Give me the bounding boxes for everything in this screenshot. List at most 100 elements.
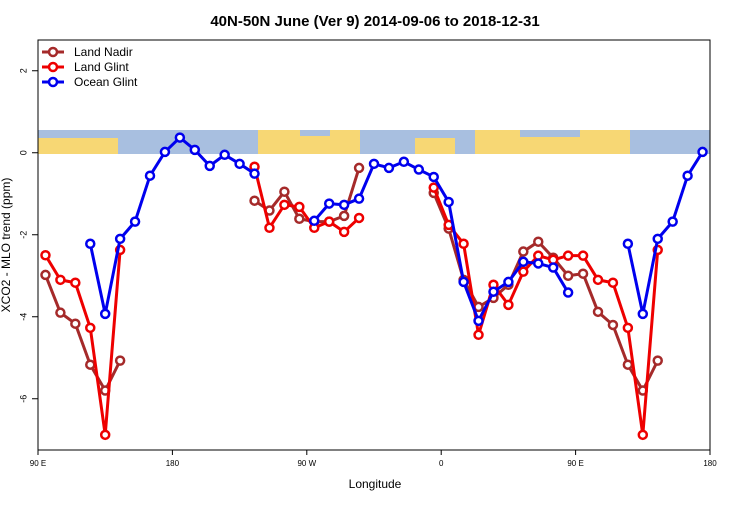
data-point xyxy=(398,156,410,168)
data-point xyxy=(40,250,51,261)
series xyxy=(40,161,663,441)
data-point xyxy=(562,270,574,281)
data-point xyxy=(577,250,589,261)
data-point xyxy=(55,307,66,318)
data-point xyxy=(249,168,260,179)
x-tick-label: 90 E xyxy=(30,459,46,468)
data-point xyxy=(234,158,245,170)
data-point xyxy=(518,246,529,257)
data-point xyxy=(652,355,663,366)
legend-marker xyxy=(47,61,59,73)
y-axis-label: XCO2 - MLO trend (ppm) xyxy=(0,178,13,313)
legend-marker xyxy=(47,76,59,88)
data-point xyxy=(547,262,559,273)
data-point xyxy=(488,286,499,297)
data-point xyxy=(338,199,350,211)
data-point xyxy=(204,160,215,172)
data-point xyxy=(189,144,201,156)
data-point xyxy=(294,213,305,225)
data-point xyxy=(607,277,619,288)
data-point xyxy=(279,199,290,211)
data-point xyxy=(368,158,380,170)
data-point xyxy=(533,258,544,269)
plot-frame xyxy=(37,39,711,451)
data-point xyxy=(353,193,365,204)
data-point xyxy=(99,429,111,441)
data-point xyxy=(592,306,604,318)
data-point xyxy=(40,269,51,281)
data-point xyxy=(682,170,693,181)
chart-title: 40N-50N June (Ver 9) 2014-09-06 to 2018-… xyxy=(210,13,539,30)
data-point xyxy=(637,429,649,441)
data-point xyxy=(353,212,365,224)
data-point xyxy=(503,299,514,311)
data-point xyxy=(473,329,484,341)
data-point xyxy=(279,186,290,197)
data-point xyxy=(697,146,708,158)
data-point xyxy=(652,233,663,245)
data-point xyxy=(159,146,171,158)
data-point xyxy=(518,256,529,268)
data-point xyxy=(473,315,484,327)
data-point xyxy=(607,319,619,331)
data-point xyxy=(667,216,678,227)
data-point xyxy=(428,182,439,193)
y-tick-label: -2 xyxy=(18,231,28,239)
data-point xyxy=(70,277,81,288)
data-point xyxy=(219,149,230,161)
data-point xyxy=(85,359,96,370)
data-point xyxy=(383,162,395,174)
data-point xyxy=(622,238,634,250)
data-point xyxy=(353,162,365,174)
data-point xyxy=(592,274,604,286)
data-point xyxy=(249,195,260,206)
data-point xyxy=(338,210,350,222)
data-point xyxy=(413,164,425,175)
legend-label: Land Glint xyxy=(74,60,129,74)
data-point xyxy=(562,287,574,298)
data-point xyxy=(174,132,186,143)
data-point xyxy=(144,170,156,181)
y-tick-label: -6 xyxy=(18,395,28,403)
data-point xyxy=(562,250,574,261)
data-point xyxy=(577,268,589,279)
data-point xyxy=(99,308,111,320)
data-point xyxy=(458,276,469,288)
data-point xyxy=(114,355,126,366)
series xyxy=(85,132,708,327)
data-point xyxy=(85,238,96,250)
x-tick-label: 90 E xyxy=(567,459,583,468)
legend-label: Land Nadir xyxy=(74,45,133,59)
data-point xyxy=(428,171,439,183)
x-tick-label: 0 xyxy=(439,459,444,468)
data-point xyxy=(323,198,335,209)
data-point xyxy=(622,322,634,334)
data-point xyxy=(458,238,469,250)
legend-marker xyxy=(47,46,59,58)
data-point xyxy=(114,233,126,245)
data-point xyxy=(518,266,529,277)
data-point xyxy=(309,215,320,227)
map-strip xyxy=(38,130,710,154)
data-point xyxy=(443,196,454,208)
legend-label: Ocean Glint xyxy=(74,75,138,89)
data-point xyxy=(55,274,66,286)
data-point xyxy=(264,222,275,234)
data-point xyxy=(503,276,514,288)
data-point xyxy=(323,216,335,227)
x-tick-label: 180 xyxy=(703,459,717,468)
x-axis-label: Longitude xyxy=(349,477,402,491)
data-point xyxy=(338,226,350,238)
data-point xyxy=(622,359,634,370)
y-tick-label: -4 xyxy=(18,313,28,321)
x-tick-label: 180 xyxy=(166,459,180,468)
data-point xyxy=(129,216,141,227)
data-point xyxy=(85,322,96,334)
y-tick-label: 0 xyxy=(18,150,28,155)
data-point xyxy=(70,318,81,329)
x-tick-label: 90 W xyxy=(297,459,316,468)
data-point xyxy=(294,201,305,213)
y-tick-label: 2 xyxy=(18,68,28,73)
